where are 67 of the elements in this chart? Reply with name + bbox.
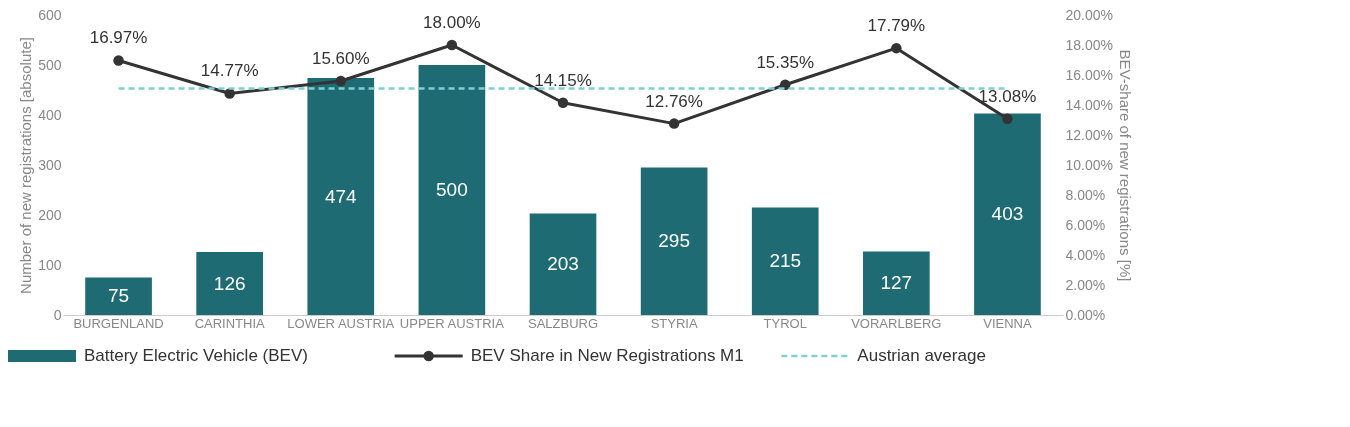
x-tick-label: VIENNA (983, 315, 1032, 331)
data-label: 127 (880, 272, 913, 294)
y2-tick-label: 12.00% (1065, 126, 1113, 143)
point (557, 97, 569, 108)
point (668, 118, 680, 129)
point (1002, 113, 1013, 125)
y2-tick-label: 20.00% (1065, 6, 1113, 23)
data-label: 295 (658, 230, 690, 252)
bar (863, 251, 930, 315)
y2-tick-label: 2.00% (1065, 276, 1106, 293)
legend-label: BEV Share in New Registrations M1 (470, 346, 744, 365)
legend-label: Battery Electric Vehicle (BEV) (84, 346, 308, 365)
data-label: 75 (107, 285, 130, 307)
data-label: 17.79% (867, 16, 926, 36)
y-tick-label: 200 (38, 206, 62, 223)
x-tick-label: VORARLBERG (851, 315, 942, 331)
y-tick-label: 0 (53, 306, 62, 323)
y2-tick-label: 16.00% (1065, 66, 1113, 83)
data-label: 12.76% (645, 91, 703, 111)
y2-axis-title: BEV-share of new registrations [%] (1116, 49, 1134, 282)
bar (196, 252, 263, 315)
data-label: 15.35% (756, 52, 815, 72)
x-tick-label: CARINTHIA (194, 315, 266, 331)
y2-tick-label: 4.00% (1065, 246, 1106, 263)
y2-tick-label: 10.00% (1065, 156, 1113, 173)
point (891, 42, 902, 54)
y-tick-label: 500 (38, 56, 62, 73)
x-tick-label: UPPER AUSTRIA (399, 315, 505, 331)
data-label: 15.60% (311, 49, 370, 68)
point (224, 88, 235, 99)
bar (974, 113, 1041, 315)
x-tick-label: TYROL (763, 315, 807, 331)
legend-label: Austrian average (857, 346, 986, 365)
point (335, 75, 347, 87)
bar (751, 207, 819, 315)
data-label: 403 (991, 203, 1024, 225)
bar (85, 277, 152, 315)
y-tick-label: 600 (38, 6, 62, 23)
y-tick-label: 400 (38, 106, 62, 123)
bar (640, 167, 708, 315)
data-label: 203 (547, 253, 579, 275)
data-label: 500 (436, 179, 468, 200)
data-label: 215 (769, 250, 802, 272)
x-tick-label: SALZBURG (527, 315, 599, 331)
data-label: 126 (213, 272, 246, 294)
bar (529, 213, 597, 315)
y2-tick-label: 0.00% (1065, 306, 1106, 323)
point (113, 55, 124, 66)
y2-tick-label: 6.00% (1065, 216, 1106, 233)
data-label: 13.08% (978, 86, 1037, 106)
y2-tick-label: 18.00% (1065, 36, 1113, 53)
data-label: 14.77% (200, 61, 259, 81)
y-axis-title: Number of new registrations [absolute] (17, 37, 35, 294)
y2-tick-label: 8.00% (1065, 186, 1106, 203)
x-tick-label: BURGENLAND (73, 315, 164, 331)
data-label: 16.97% (89, 28, 148, 48)
y-tick-label: 300 (38, 156, 62, 173)
bar (307, 78, 375, 315)
point (446, 39, 458, 51)
data-label: 474 (324, 185, 358, 207)
data-label: 14.15% (534, 70, 592, 90)
bar (418, 65, 486, 315)
x-tick-label: LOWER AUSTRIA (287, 315, 395, 331)
y-tick-label: 100 (38, 256, 62, 273)
data-label: 18.00% (423, 13, 481, 32)
x-tick-label: STYRIA (650, 315, 698, 331)
y2-tick-label: 14.00% (1065, 96, 1113, 113)
